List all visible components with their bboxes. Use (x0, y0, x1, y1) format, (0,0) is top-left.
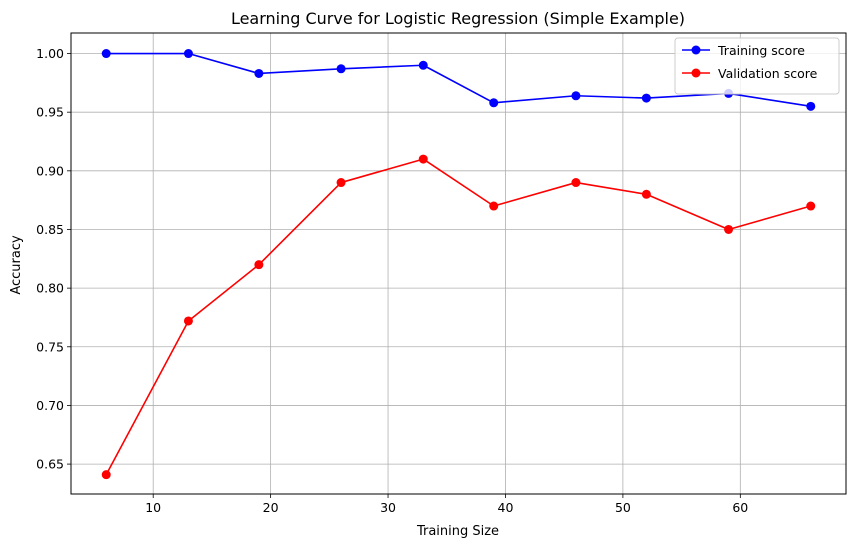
training-score-line (106, 52, 811, 108)
legend-validation-label: Validation score (718, 66, 818, 81)
y-tick-label: 0.65 (36, 457, 64, 472)
y-axis-ticks: 0.65 0.70 0.75 0.80 0.85 0.90 0.95 1.00 (36, 46, 71, 472)
plot-area-frame (70, 32, 847, 495)
training-score-point (101, 49, 111, 59)
y-tick-label: 0.85 (36, 222, 64, 237)
training-score-point (336, 64, 346, 74)
validation-score-point (489, 201, 499, 211)
validation-score-point (724, 224, 734, 234)
validation-score-point (806, 201, 816, 211)
legend-frame (674, 37, 840, 95)
y-tick-label: 1.00 (36, 46, 64, 61)
validation-score-line (105, 158, 811, 476)
x-tick-label: 30 (380, 500, 396, 515)
x-tick-label: 40 (498, 500, 514, 515)
validation-score-point (254, 260, 264, 270)
x-tick-label: 10 (145, 500, 161, 515)
validation-score-point (101, 470, 111, 480)
legend-training-label: Training score (717, 43, 805, 58)
validation-score-point (183, 316, 193, 326)
x-axis-label: Training Size (416, 524, 499, 539)
legend-training-marker (691, 45, 701, 55)
x-tick-label: 50 (615, 500, 631, 515)
validation-score-point (641, 189, 651, 199)
grid-lines (71, 33, 846, 494)
training-score-point (489, 98, 499, 108)
training-score-point (806, 101, 816, 111)
chart-title: Learning Curve for Logistic Regression (… (231, 9, 685, 28)
x-axis-ticks: 10 20 30 40 50 60 (145, 494, 748, 515)
series-layer (101, 49, 816, 480)
y-axis-label: Accuracy (9, 235, 24, 295)
x-tick-label: 20 (263, 500, 279, 515)
training-score-point (418, 60, 428, 70)
training-score-point (641, 93, 651, 103)
validation-score-point (336, 178, 346, 188)
legend-validation-marker (691, 68, 701, 78)
training-score-point (571, 91, 581, 101)
x-tick-label: 60 (732, 500, 748, 515)
legend-entry-training: Training score (682, 43, 805, 58)
validation-score-point (571, 178, 581, 188)
y-tick-label: 0.95 (36, 105, 64, 120)
y-tick-label: 0.90 (36, 163, 64, 178)
legend: Training score Validation score (674, 37, 840, 95)
training-score-point (254, 68, 264, 78)
y-tick-label: 0.80 (36, 281, 64, 296)
training-score-point (183, 49, 193, 59)
y-tick-label: 0.75 (36, 339, 64, 354)
legend-entry-validation: Validation score (682, 66, 818, 81)
validation-score-point (418, 154, 428, 164)
y-tick-label: 0.70 (36, 398, 64, 413)
